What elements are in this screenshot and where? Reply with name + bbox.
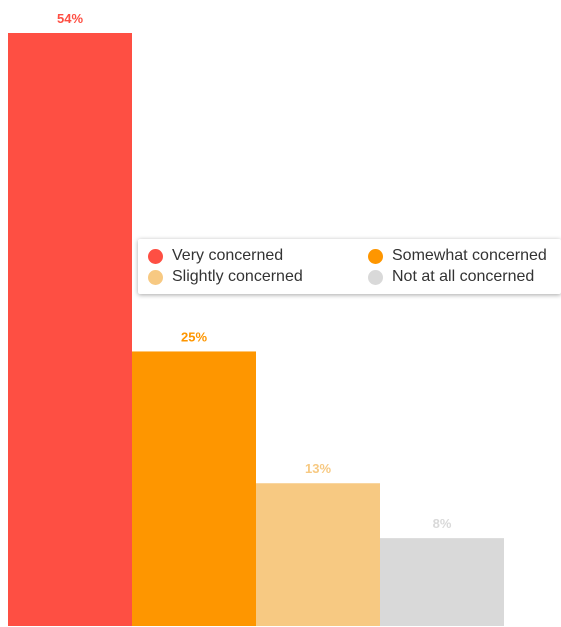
bar-somewhat-concerned[interactable]: [132, 351, 256, 626]
legend-label-very-concerned: Very concerned: [172, 247, 284, 264]
legend-entry-slightly-concerned[interactable]: Slightly concerned: [148, 267, 303, 287]
bar-very-concerned[interactable]: [8, 33, 132, 626]
legend-swatch-somewhat-concerned: [368, 248, 383, 264]
legend-entry-somewhat-concerned[interactable]: Somewhat concerned: [368, 246, 547, 266]
data-label-not-at-all-concerned: 8%: [433, 516, 452, 531]
legend-entry-very-concerned[interactable]: Very concerned: [148, 246, 283, 266]
legend-label-not-at-all-concerned: Not at all concerned: [392, 268, 535, 285]
data-label-very-concerned: 54%: [57, 11, 83, 26]
data-label-slightly-concerned: 13%: [305, 461, 331, 476]
legend-entry-not-at-all-concerned[interactable]: Not at all concerned: [368, 267, 534, 287]
bar-not-at-all-concerned[interactable]: [380, 538, 504, 626]
legend-swatch-not-at-all-concerned: [368, 269, 383, 285]
bar-slightly-concerned[interactable]: [256, 483, 380, 626]
data-label-somewhat-concerned: 25%: [181, 329, 207, 344]
chart-legend: Very concerned Somewhat concerned Slight…: [138, 239, 561, 294]
legend-swatch-very-concerned: [148, 248, 163, 264]
legend-swatch-slightly-concerned: [148, 269, 163, 285]
legend-label-somewhat-concerned: Somewhat concerned: [392, 247, 547, 264]
legend-label-slightly-concerned: Slightly concerned: [172, 268, 303, 285]
